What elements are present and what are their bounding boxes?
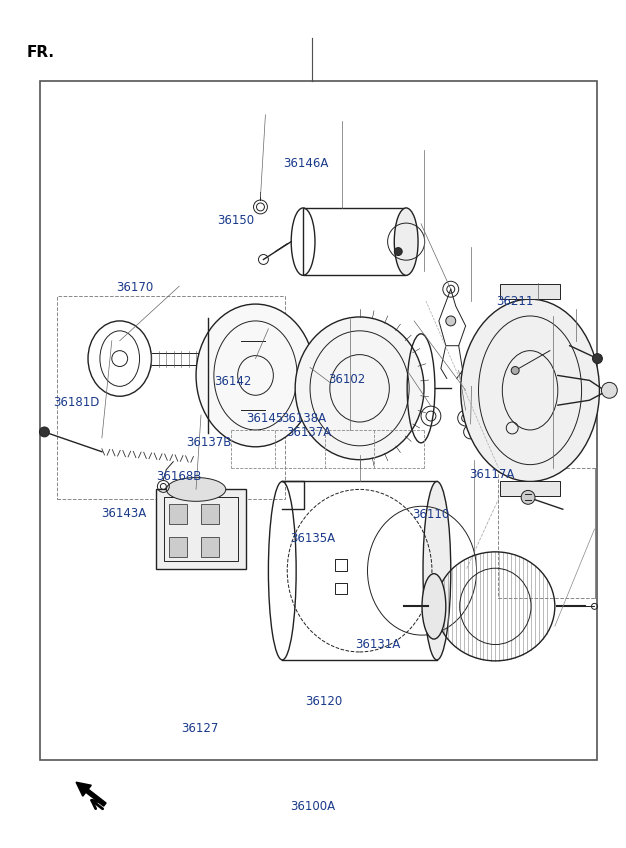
- Text: 36146A: 36146A: [283, 157, 328, 170]
- FancyArrow shape: [76, 782, 106, 806]
- Text: 36120: 36120: [305, 695, 342, 708]
- Bar: [41, 81, 597, 760]
- Ellipse shape: [521, 490, 535, 505]
- Bar: [201, 537, 219, 557]
- Ellipse shape: [422, 573, 446, 639]
- Text: 36100A: 36100A: [290, 800, 336, 813]
- Text: 36110: 36110: [413, 508, 449, 522]
- Text: 36143A: 36143A: [101, 507, 146, 521]
- Text: 36211: 36211: [496, 295, 533, 308]
- Text: 36135A: 36135A: [290, 532, 335, 544]
- Bar: [169, 505, 187, 524]
- Ellipse shape: [511, 366, 519, 375]
- Ellipse shape: [461, 299, 600, 482]
- Text: 36117A: 36117A: [470, 468, 515, 481]
- Ellipse shape: [39, 427, 49, 437]
- Text: FR.: FR.: [26, 45, 54, 60]
- Text: 36137B: 36137B: [187, 436, 232, 449]
- Text: 36127: 36127: [182, 722, 218, 734]
- Text: 36137A: 36137A: [285, 426, 331, 439]
- Ellipse shape: [295, 317, 424, 460]
- Bar: [500, 482, 560, 496]
- Ellipse shape: [592, 354, 602, 364]
- Bar: [335, 559, 347, 571]
- Text: 36131A: 36131A: [355, 638, 401, 650]
- Ellipse shape: [196, 304, 315, 447]
- Ellipse shape: [394, 208, 418, 276]
- Bar: [201, 505, 219, 524]
- Bar: [498, 467, 595, 599]
- Text: 36168B: 36168B: [156, 470, 202, 483]
- Text: 36181D: 36181D: [54, 397, 100, 410]
- Bar: [335, 583, 347, 594]
- Ellipse shape: [394, 248, 402, 255]
- Text: 36138A: 36138A: [281, 412, 327, 426]
- Ellipse shape: [446, 316, 456, 326]
- Bar: [165, 497, 238, 561]
- Text: 36145: 36145: [247, 412, 284, 426]
- Ellipse shape: [167, 477, 226, 501]
- Text: 36102: 36102: [329, 373, 366, 386]
- Bar: [169, 537, 187, 557]
- Text: 36150: 36150: [217, 214, 254, 227]
- Text: 36142: 36142: [213, 376, 251, 388]
- Ellipse shape: [423, 482, 451, 660]
- Bar: [303, 208, 406, 276]
- Bar: [58, 296, 285, 499]
- Bar: [156, 489, 245, 569]
- Bar: [500, 284, 560, 299]
- Ellipse shape: [602, 382, 617, 399]
- Text: 36170: 36170: [116, 282, 153, 294]
